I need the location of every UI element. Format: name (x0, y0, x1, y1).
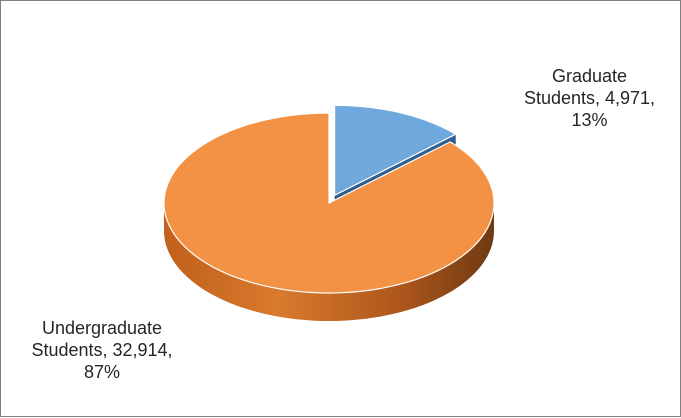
data-label-graduate: Graduate Students, 4,971, 13% (502, 65, 677, 131)
pie-slice-side-undergraduate (164, 203, 494, 321)
pie-slice-graduate (334, 104, 457, 197)
pie-slice-undergraduate (163, 112, 495, 294)
label-line: Graduate (551, 66, 628, 86)
label-line: Students, 32,914, (31, 340, 173, 360)
label-line: 13% (571, 110, 608, 130)
label-line: Students, 4,971, (523, 88, 656, 108)
label-line: 87% (83, 362, 121, 382)
label-line: Undergraduate (41, 318, 163, 338)
data-label-undergraduate: Undergraduate Students, 32,914, 87% (7, 317, 197, 383)
